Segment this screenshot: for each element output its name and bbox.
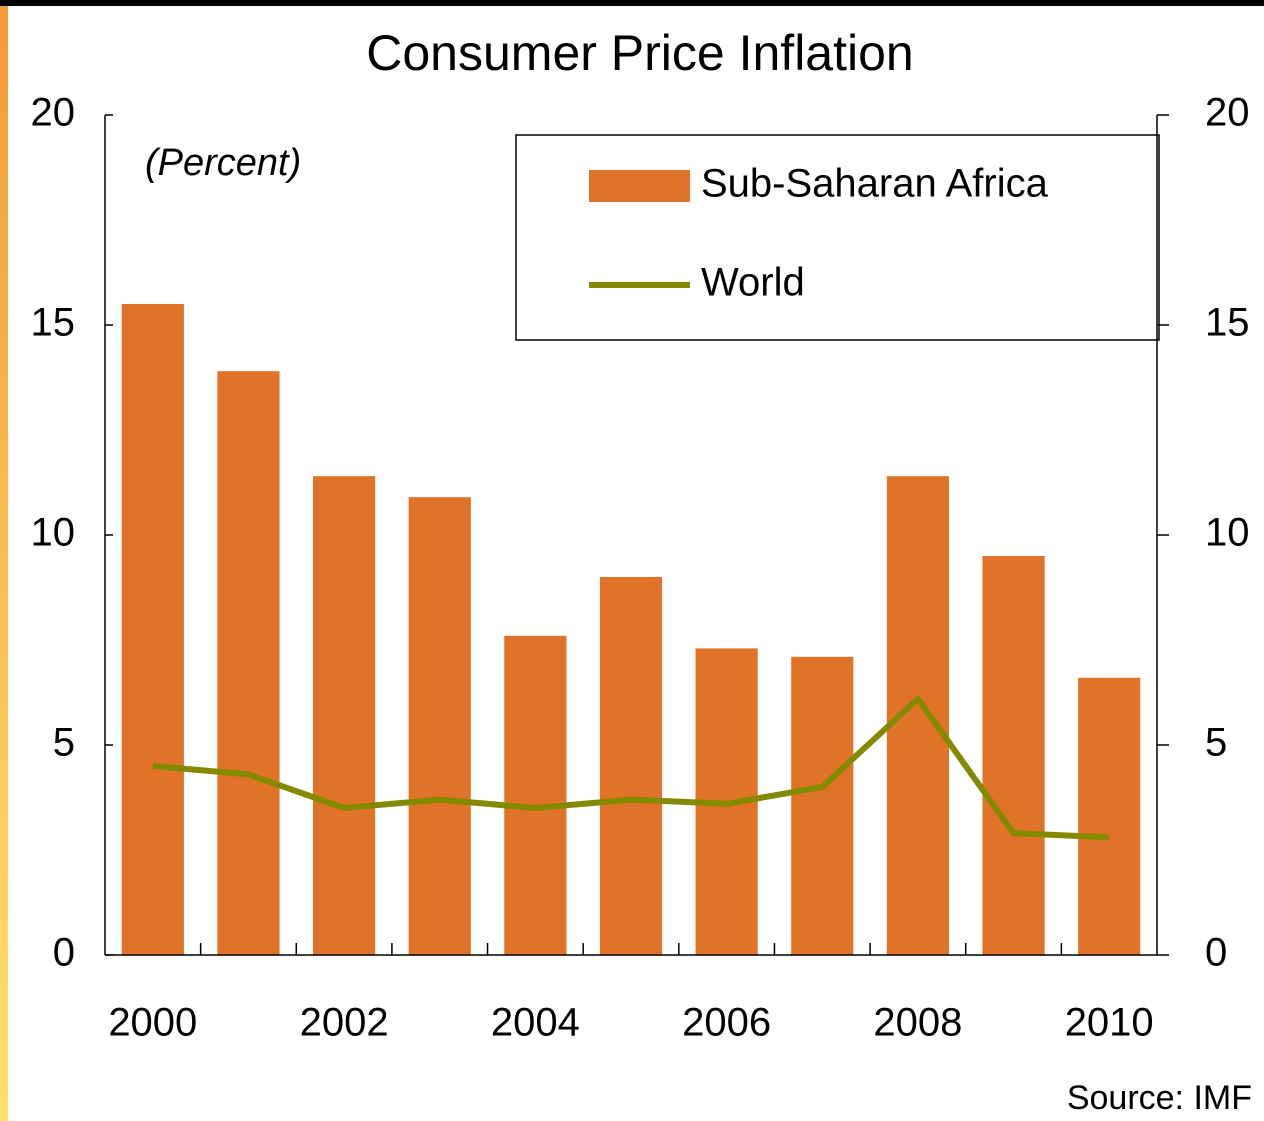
annotation: (Percent) [145,142,301,184]
top-border [0,0,1264,6]
x-tick-label: 2004 [491,1001,580,1045]
y2-tick-label: 5 [1205,721,1227,765]
y2-tick-label: 15 [1205,301,1250,345]
x-tick-label: 2010 [1065,1001,1154,1045]
bar [599,577,663,955]
y-tick-label: 10 [31,511,76,555]
bar [791,656,854,955]
y-tick-label: 0 [53,931,75,975]
bar [217,371,280,955]
legend-label: Sub-Saharan Africa [701,162,1049,206]
y-tick-label: 20 [31,91,76,135]
x-tick-label: 2006 [682,1001,771,1045]
y-tick-label: 15 [31,301,76,345]
y2-tick-label: 0 [1205,931,1227,975]
source: Source: IMF [1067,1079,1252,1117]
y-tick-label: 5 [53,721,75,765]
bar [504,635,567,955]
legend-label: World [701,261,805,305]
x-tick-label: 2008 [873,1001,962,1045]
y2-tick-label: 10 [1205,511,1250,555]
left-border [0,6,8,1121]
line [152,695,1110,841]
legend-swatch [589,170,690,202]
legend-box [515,134,1160,341]
x-tick-label: 2000 [108,1001,197,1045]
chart-title: Consumer Price Inflation [366,25,913,81]
bar [313,476,376,955]
bar [982,556,1045,955]
bar [408,497,471,955]
y2-tick-label: 20 [1205,91,1250,135]
bar [121,304,184,955]
bar [1078,677,1141,955]
x-tick-label: 2002 [300,1001,389,1045]
